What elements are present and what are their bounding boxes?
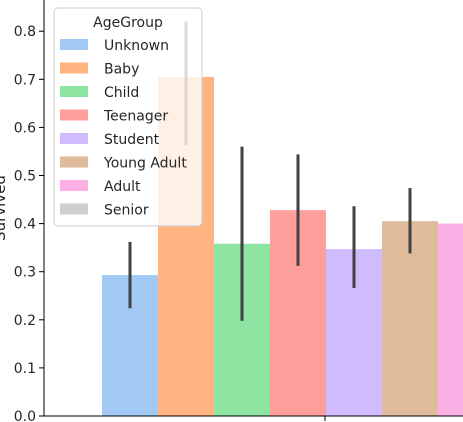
legend-swatch-young-adult <box>60 156 88 168</box>
legend-swatch-unknown <box>60 39 88 50</box>
legend-label-young-adult: Young Adult <box>103 156 187 172</box>
bar-adult <box>438 223 463 416</box>
legend-label-teenager: Teenager <box>103 109 168 125</box>
y-tick-label-0-3: 0.3 <box>14 265 36 281</box>
legend-swatch-child <box>60 86 88 97</box>
legend-swatch-student <box>60 133 88 144</box>
legend-title: AgeGroup <box>93 15 163 31</box>
legend-swatch-teenager <box>60 109 88 121</box>
y-tick-label-0-1: 0.1 <box>14 361 36 377</box>
legend-frame <box>53 7 203 227</box>
axes-group: 0.0 0.1 0.2 0.3 0.4 0.5 0.6 0.7 0.8 <box>14 0 463 422</box>
y-tick-label-0-6: 0.6 <box>14 120 36 136</box>
bar-young-adult <box>382 221 438 416</box>
y-tick-label-0-7: 0.7 <box>14 72 36 88</box>
y-tick-label-0-2: 0.2 <box>14 313 36 329</box>
legend-label-unknown: Unknown <box>104 38 169 54</box>
legend-label-senior: Senior <box>104 203 149 219</box>
y-tick-label-0-4: 0.4 <box>14 217 36 233</box>
legend-swatch-adult <box>60 180 88 191</box>
legend-label-baby: Baby <box>104 62 139 78</box>
legend-swatch-baby <box>60 62 88 74</box>
legend-label-child: Child <box>104 85 139 101</box>
y-tick-label-0-5: 0.5 <box>14 169 36 185</box>
legend: AgeGroup Unknown Baby Child Teenager Student Y… <box>53 7 203 227</box>
y-tick-label-0-0: 0.0 <box>14 409 36 422</box>
legend-swatch-senior <box>60 203 88 215</box>
legend-label-adult: Adult <box>104 179 141 195</box>
y-tick-label-0-8: 0.8 <box>14 24 36 40</box>
y-axis-label: Survived <box>0 175 9 241</box>
legend-label-student: Student <box>104 132 160 148</box>
